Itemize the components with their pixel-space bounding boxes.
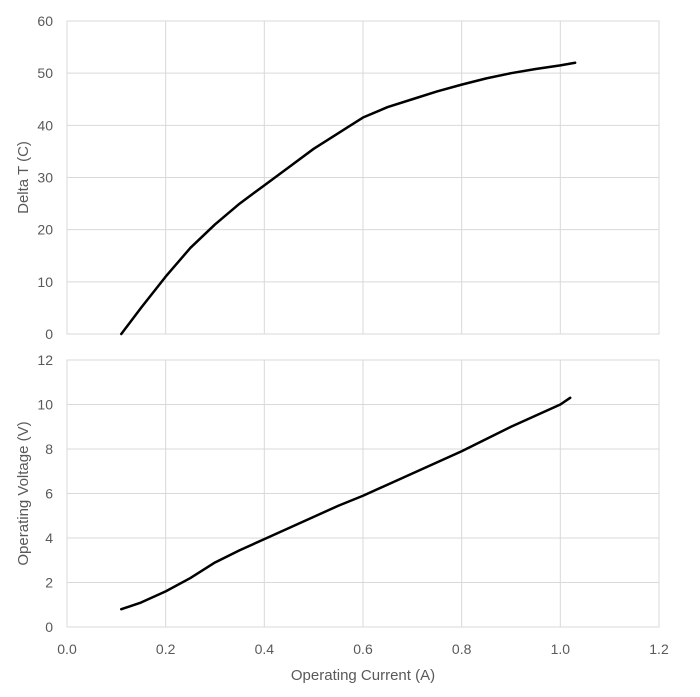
- voltage-y-tick-label: 2: [45, 575, 53, 591]
- delta-t-panel: 0 10 20 30 40 50 60 Delta T (C): [15, 13, 660, 342]
- delta-t-y-axis-title: Delta T (C): [15, 141, 32, 214]
- voltage-x-tick-label: 0.4: [255, 641, 275, 657]
- voltage-x-tick-label: 0.2: [156, 641, 176, 657]
- delta-t-y-tick-label: 10: [37, 274, 53, 290]
- delta-t-y-tick-label: 0: [45, 326, 53, 342]
- voltage-x-tick-label: 1.0: [551, 641, 571, 657]
- delta-t-y-tick-label: 60: [37, 13, 53, 29]
- voltage-y-axis-title: Operating Voltage (V): [15, 421, 32, 565]
- voltage-x-axis-title: Operating Current (A): [291, 667, 435, 684]
- voltage-y-tick-label: 12: [37, 352, 53, 368]
- delta-t-series-line: [120, 61, 577, 336]
- delta-t-y-tick-label: 40: [37, 117, 53, 133]
- voltage-y-tick-label: 6: [45, 486, 53, 502]
- voltage-panel: 0 2 4 6 8 10 12 0.0 0.2 0.4 0.6 0.8 1.0 1.2 Operating …: [15, 352, 669, 684]
- delta-t-y-tick-label: 50: [37, 65, 53, 81]
- voltage-x-tick-label: 1.2: [649, 641, 669, 657]
- delta-t-y-tick-label: 20: [37, 222, 53, 238]
- delta-t-y-tick-label: 30: [37, 170, 53, 186]
- voltage-y-tick-label: 8: [45, 441, 53, 457]
- voltage-plot-area: [66, 359, 660, 628]
- voltage-x-tick-label: 0.0: [57, 641, 77, 657]
- voltage-y-tick-label: 4: [45, 530, 53, 546]
- voltage-y-tick-label: 0: [45, 619, 53, 635]
- delta-t-plot-area: [66, 20, 660, 335]
- voltage-x-tick-label: 0.6: [353, 641, 373, 657]
- voltage-x-tick-label: 0.8: [452, 641, 472, 657]
- voltage-series-line: [120, 396, 572, 611]
- voltage-y-tick-label: 10: [37, 397, 53, 413]
